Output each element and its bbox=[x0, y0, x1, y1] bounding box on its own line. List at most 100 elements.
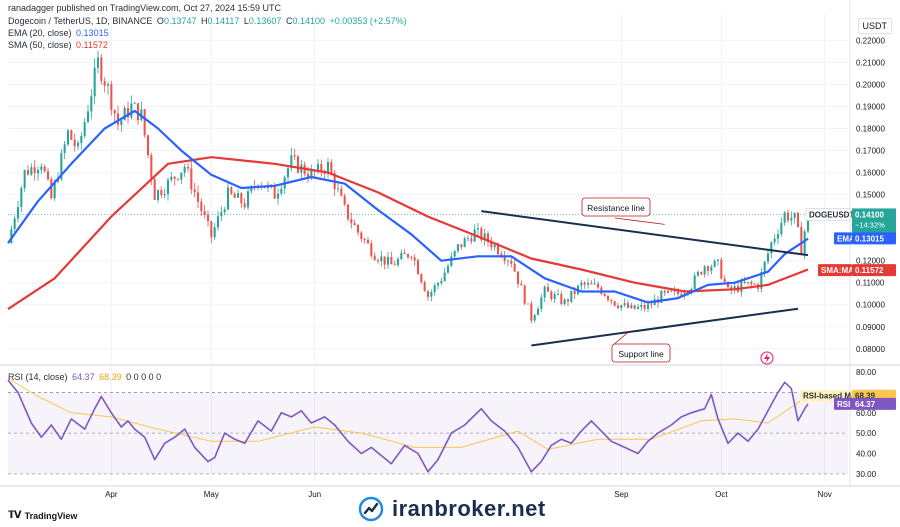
sma-tag-label: SMA:MA bbox=[821, 266, 854, 275]
candle-down bbox=[73, 139, 76, 147]
candle-down bbox=[403, 253, 406, 255]
candle-up bbox=[443, 272, 446, 282]
candle-down bbox=[753, 284, 756, 285]
resistance-callout-box bbox=[581, 197, 651, 217]
candle-up bbox=[16, 206, 20, 219]
candle-down bbox=[486, 233, 490, 242]
candle-down bbox=[700, 272, 703, 275]
candle-down bbox=[706, 266, 710, 271]
candle-down bbox=[460, 244, 463, 248]
candle-down bbox=[113, 110, 116, 114]
candle-up bbox=[56, 179, 60, 182]
candle-down bbox=[346, 204, 350, 220]
candle-down bbox=[173, 176, 176, 179]
time-tick-label: Jun bbox=[308, 490, 321, 499]
candle-up bbox=[640, 304, 643, 307]
attribution: ranadagger published on TradingView.com,… bbox=[8, 3, 281, 13]
candle-up bbox=[83, 122, 86, 136]
candle-down bbox=[340, 188, 343, 196]
candle-up bbox=[93, 67, 96, 97]
candle-up bbox=[60, 153, 63, 180]
ema-legend[interactable]: EMA (20, close) 0.13015 bbox=[8, 28, 109, 38]
price-tick-label: 0.12000 bbox=[856, 257, 885, 266]
tradingview-logo[interactable]: 𝗧𝗩 TradingView bbox=[8, 510, 77, 521]
candle-up bbox=[10, 229, 13, 244]
tradingview-brand: TradingView bbox=[24, 510, 78, 521]
candle-up bbox=[290, 155, 293, 169]
ema-legend-label[interactable]: EMA (20, close) bbox=[8, 28, 72, 38]
rsi-ma-tag-value: 68.39 bbox=[855, 392, 876, 401]
candle-up bbox=[586, 283, 590, 285]
candle-up bbox=[593, 283, 596, 285]
price-tick-label: 0.18000 bbox=[856, 125, 885, 134]
candle-up bbox=[20, 188, 23, 207]
ema-legend-value: 0.13015 bbox=[76, 28, 109, 38]
candle-down bbox=[160, 189, 163, 196]
price-tick-label: 0.17000 bbox=[856, 147, 885, 156]
candle-down bbox=[353, 223, 356, 226]
rsi-tag-value-bg bbox=[852, 397, 896, 410]
candle-down bbox=[190, 168, 193, 190]
candle-up bbox=[806, 210, 810, 232]
candle-down bbox=[583, 282, 586, 285]
sma-legend-label[interactable]: SMA (50, close) bbox=[8, 40, 72, 50]
open-value: 0.13747 bbox=[163, 16, 197, 26]
candle-down bbox=[663, 290, 666, 293]
candle-down bbox=[296, 156, 300, 173]
rsi-legend[interactable]: RSI (14, close) 64.37 68.39 0 0 0 0 0 bbox=[8, 372, 161, 382]
indicator-lines bbox=[7, 109, 809, 473]
candle-up bbox=[630, 305, 633, 308]
high-value: 0.14117 bbox=[207, 16, 240, 26]
rsi-legend-label[interactable]: RSI (14, close) bbox=[8, 372, 68, 382]
resistance-trendline bbox=[481, 210, 809, 257]
candle-down bbox=[560, 294, 563, 304]
rsi-band bbox=[8, 392, 848, 475]
candle-up bbox=[666, 290, 670, 293]
ema-tag-label: EMA bbox=[837, 234, 855, 243]
symbol-title[interactable]: Dogecoin / TetherUS, 1D, BINANCE bbox=[8, 16, 153, 26]
candle-down bbox=[616, 305, 620, 308]
candle-up bbox=[450, 256, 453, 267]
candle-up bbox=[713, 260, 716, 267]
candle-up bbox=[280, 188, 283, 194]
currency-selector[interactable]: USDT bbox=[857, 18, 892, 34]
price-tick-label: 0.10000 bbox=[856, 301, 885, 310]
time-tick-label: Oct bbox=[715, 490, 728, 499]
ohlc-legend[interactable]: Dogecoin / TetherUS, 1D, BINANCE O0.1374… bbox=[8, 16, 407, 26]
candle-down bbox=[136, 103, 140, 121]
rsi-tick-label: 60.00 bbox=[856, 409, 877, 418]
sma-legend-value: 0.11572 bbox=[76, 40, 108, 50]
low-label: L bbox=[243, 16, 249, 26]
candle-up bbox=[286, 168, 290, 178]
candle-up bbox=[380, 256, 383, 262]
candle-down bbox=[423, 282, 426, 292]
candle-up bbox=[310, 170, 313, 178]
candle-up bbox=[740, 281, 743, 292]
price-tick-label: 0.09000 bbox=[856, 323, 885, 332]
ema-20-line bbox=[7, 109, 809, 304]
candle-up bbox=[790, 217, 793, 221]
candle-down bbox=[573, 290, 576, 294]
candle-up bbox=[766, 253, 770, 262]
candle-down bbox=[786, 212, 790, 221]
support-trendline bbox=[531, 307, 799, 347]
candle-down bbox=[46, 171, 50, 180]
candle-up bbox=[620, 305, 623, 308]
candle-down bbox=[356, 225, 360, 233]
candle-down bbox=[350, 219, 353, 224]
candle-up bbox=[220, 212, 223, 217]
candle-up bbox=[23, 170, 26, 189]
symbol-price-tag-label: DOGEUSDT bbox=[809, 210, 854, 219]
candle-up bbox=[156, 189, 160, 201]
candle-up bbox=[526, 303, 530, 305]
sma-legend[interactable]: SMA (50, close) 0.11572 bbox=[8, 40, 108, 50]
candle-up bbox=[770, 242, 773, 254]
candle-up bbox=[400, 253, 403, 260]
candle-up bbox=[183, 166, 186, 173]
rsi-line bbox=[7, 379, 809, 473]
candle-down bbox=[633, 305, 636, 309]
candle-down bbox=[360, 232, 363, 239]
price-tick-label: 0.22000 bbox=[856, 36, 885, 45]
candle-down bbox=[516, 271, 520, 284]
current-price-tag-sub1: −14:32% bbox=[855, 220, 885, 229]
